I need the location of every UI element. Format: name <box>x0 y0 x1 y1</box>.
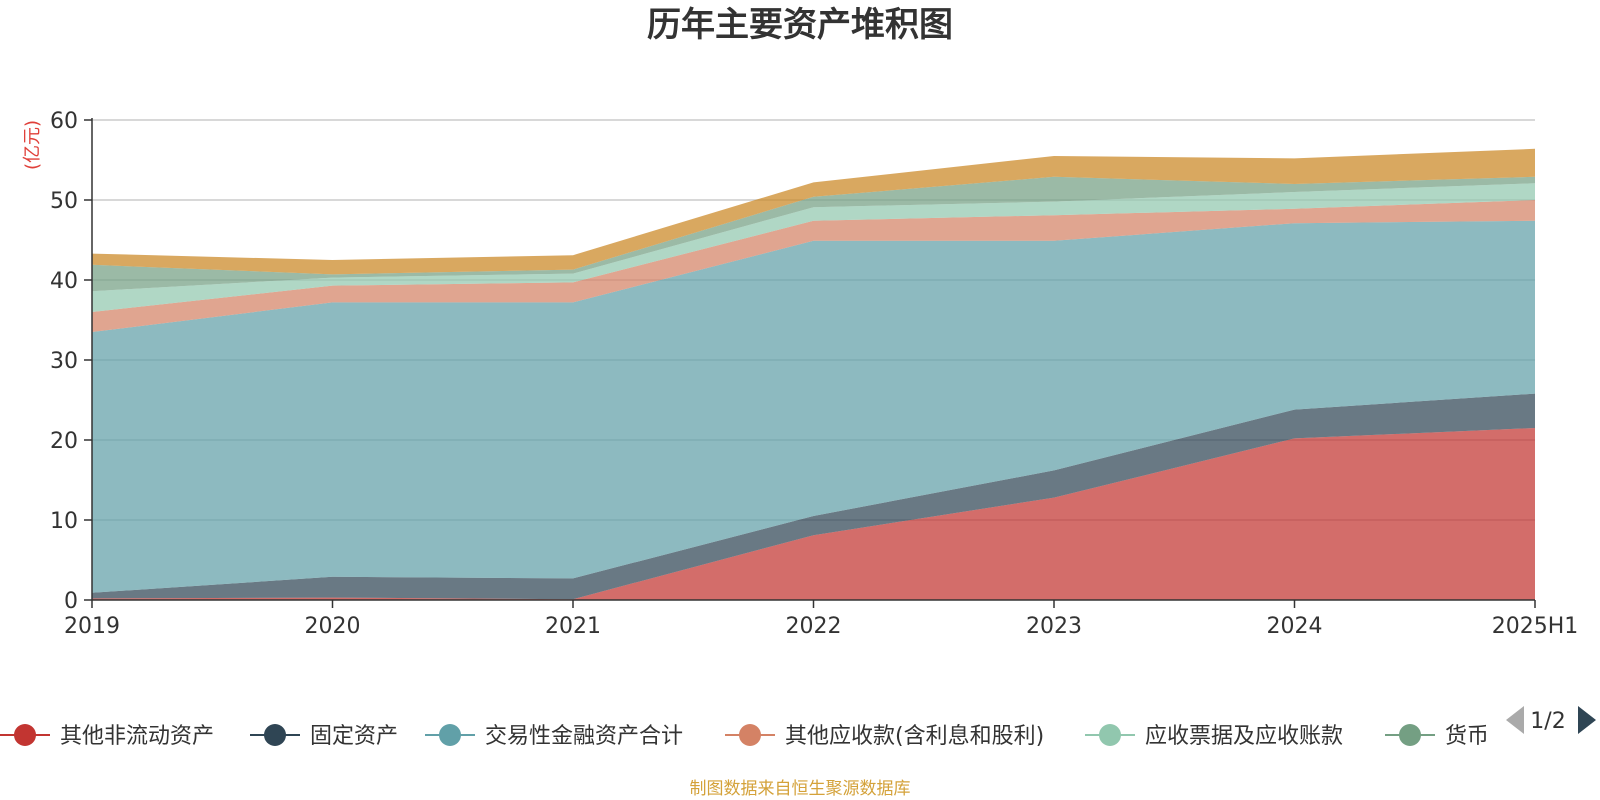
y-tick-label: 60 <box>50 109 78 134</box>
y-tick-label: 30 <box>50 349 78 374</box>
legend-marker-icon <box>1099 724 1121 746</box>
legend-label: 应收票据及应收账款 <box>1145 724 1343 749</box>
series-areas <box>92 148 1535 600</box>
y-tick-label: 50 <box>50 189 78 214</box>
x-tick-label: 2021 <box>545 614 601 639</box>
series-area-6 <box>92 148 1535 275</box>
y-tick-label: 10 <box>50 509 78 534</box>
legend-label: 货币 <box>1445 724 1489 749</box>
y-axis-ticks: 0 10 20 30 40 50 60 <box>50 109 92 614</box>
series-area-2 <box>92 220 1535 593</box>
legend-item[interactable]: 应收票据及应收账款 <box>1085 724 1343 749</box>
x-tick-label: 2025H1 <box>1492 614 1579 639</box>
x-tick-label: 2023 <box>1026 614 1082 639</box>
legend-item[interactable]: 货币 <box>1385 724 1489 749</box>
series-area-0 <box>92 428 1535 600</box>
legend-label: 交易性金融资产合计 <box>485 724 683 749</box>
legend-items: 其他非流动资产 固定资产 交易性金融资产合计 其他应收款(含利息和股利) 应收票据及应收… <box>0 724 1489 749</box>
x-tick-label: 2019 <box>64 614 120 639</box>
legend-label: 其他非流动资产 <box>60 724 214 749</box>
legend-item[interactable]: 其他应收款(含利息和股利) <box>725 724 1044 749</box>
x-axis-ticks: 2019 2020 2021 2022 2023 2024 2025H1 <box>64 600 1578 639</box>
x-tick-label: 2024 <box>1267 614 1323 639</box>
legend-page-indicator: 1/2 <box>1530 709 1565 734</box>
legend-item[interactable]: 交易性金融资产合计 <box>425 724 683 749</box>
legend-prev-page-icon[interactable] <box>1506 706 1524 734</box>
legend-label: 其他应收款(含利息和股利) <box>785 724 1044 749</box>
source-note: 制图数据来自恒生聚源数据库 <box>690 779 911 799</box>
legend-marker-icon <box>14 724 36 746</box>
legend-marker-icon <box>739 724 761 746</box>
legend-pager: 1/2 <box>1506 706 1596 734</box>
x-tick-label: 2022 <box>786 614 842 639</box>
series-area-4 <box>92 183 1535 312</box>
y-tick-label: 40 <box>50 269 78 294</box>
y-tick-label: 0 <box>64 589 78 614</box>
legend-marker-icon <box>439 724 461 746</box>
x-tick-label: 2020 <box>305 614 361 639</box>
legend-marker-icon <box>264 724 286 746</box>
series-area-3 <box>92 200 1535 332</box>
legend-item[interactable]: 其他非流动资产 <box>0 724 214 749</box>
chart-title: 历年主要资产堆积图 <box>647 5 953 45</box>
legend: 其他非流动资产 固定资产 交易性金融资产合计 其他应收款(含利息和股利) 应收票据及应收… <box>0 724 1489 749</box>
series-area-1 <box>92 393 1535 600</box>
legend-marker-icon <box>1399 724 1421 746</box>
legend-item[interactable]: 固定资产 <box>250 724 398 749</box>
legend-next-page-icon[interactable] <box>1578 706 1596 734</box>
series-area-5 <box>92 176 1535 292</box>
y-tick-label: 20 <box>50 429 78 454</box>
y-axis-unit-label: (亿元) <box>22 120 43 170</box>
legend-label: 固定资产 <box>310 724 398 749</box>
